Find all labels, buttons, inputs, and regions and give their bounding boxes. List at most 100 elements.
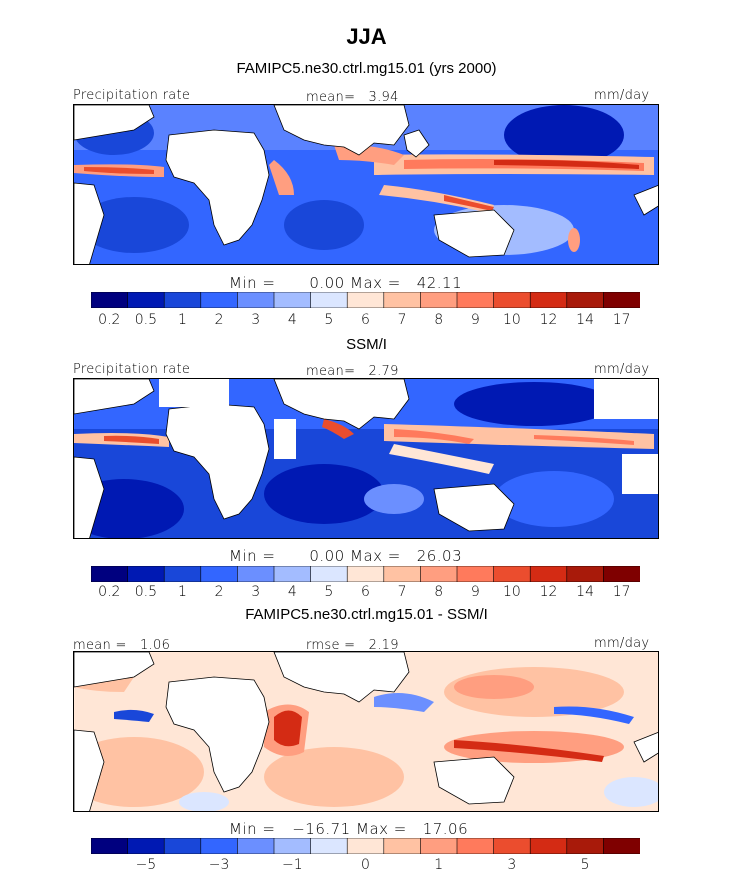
colorbar-tick-label: 12 xyxy=(539,584,558,600)
colorbar-swatch xyxy=(420,566,458,582)
colorbar-swatch xyxy=(529,566,568,582)
colorbar-tick-label: 9 xyxy=(470,312,480,328)
colorbar-tick-label: 0.2 xyxy=(98,584,121,600)
colorbar-swatch xyxy=(603,292,640,308)
colorbar-tick-label: 10 xyxy=(502,312,521,328)
panel-1-min-label: Min = xyxy=(229,274,276,292)
colorbar-swatch xyxy=(566,838,604,854)
colorbar-tick-label: 5 xyxy=(324,584,334,600)
colorbar-swatch xyxy=(529,292,568,308)
colorbar-swatch xyxy=(603,838,640,854)
colorbar-tick-label: 2 xyxy=(214,584,224,600)
panel-3-min-value: −16.71 xyxy=(292,820,351,838)
colorbar-swatch xyxy=(237,838,275,854)
colorbar-swatch xyxy=(310,566,348,582)
panel-3-units-label: mm/day xyxy=(594,636,650,651)
panel-1-min-value: 0.00 xyxy=(309,274,345,292)
colorbar-tick-label: 6 xyxy=(361,312,370,328)
colorbar-tick-label: −3 xyxy=(208,857,230,873)
colorbar-swatch xyxy=(273,566,312,582)
colorbar-swatch xyxy=(383,838,421,854)
colorbar-swatch xyxy=(91,838,129,854)
panel-3-mean-label: mean = 1.06 xyxy=(73,638,171,653)
colorbar-swatch xyxy=(493,292,531,308)
panel-2-colorbar xyxy=(91,566,640,582)
colorbar-tick-label: 1 xyxy=(178,312,187,328)
panel-3-max-value: 17.06 xyxy=(422,820,469,838)
panel-3-max-label: Max = xyxy=(356,820,407,838)
colorbar-swatch xyxy=(529,838,568,854)
colorbar-tick-label: −5 xyxy=(135,857,157,873)
colorbar-swatch xyxy=(163,838,202,854)
panel-2-min-value: 0.00 xyxy=(309,547,345,565)
colorbar-swatch xyxy=(420,292,458,308)
colorbar-tick-label: 6 xyxy=(361,584,370,600)
panel-3-min-label: Min = xyxy=(229,820,276,838)
colorbar-tick-label: 7 xyxy=(397,312,407,328)
panel-1-units-label: mm/day xyxy=(594,88,650,103)
colorbar-swatch xyxy=(273,838,312,854)
panel-2-precip-field xyxy=(74,379,658,538)
panel-1-map xyxy=(73,104,659,265)
colorbar-swatch xyxy=(493,838,531,854)
colorbar-tick-label: 17 xyxy=(612,584,631,600)
colorbar-swatch xyxy=(91,566,129,582)
colorbar-swatch xyxy=(127,292,165,308)
panel-2-title: SSM/I xyxy=(346,336,387,353)
panel-2-mean-label: mean= 2.79 xyxy=(306,364,399,379)
panel-3-title: FAMIPC5.ne30.ctrl.mg15.01 - SSM/I xyxy=(245,606,488,623)
colorbar-swatch xyxy=(310,292,348,308)
panel-3-difference-field xyxy=(74,652,658,811)
colorbar-swatch xyxy=(456,566,495,582)
colorbar-tick-label: 12 xyxy=(539,312,558,328)
colorbar-swatch xyxy=(310,838,348,854)
panel-2-colorbar-ticks: 0.2 0.5 1 2 3 4 5 6 7 8 9 10 12 14 17 xyxy=(91,584,640,602)
panel-2-max-value: 26.03 xyxy=(416,547,463,565)
colorbar-tick-label: 3 xyxy=(251,312,261,328)
colorbar-swatch xyxy=(420,838,458,854)
panel-3-colorbar xyxy=(91,838,640,854)
colorbar-swatch xyxy=(127,566,165,582)
colorbar-swatch xyxy=(127,838,165,854)
colorbar-swatch xyxy=(566,566,604,582)
colorbar-tick-label: 5 xyxy=(580,857,590,873)
colorbar-tick-label: 10 xyxy=(502,584,521,600)
colorbar-tick-label: 0 xyxy=(361,857,370,873)
colorbar-swatch xyxy=(566,292,604,308)
colorbar-tick-label: 0.5 xyxy=(134,584,158,600)
colorbar-tick-label: 2 xyxy=(214,312,224,328)
colorbar-swatch xyxy=(91,292,129,308)
figure-title: JJA xyxy=(346,24,387,49)
colorbar-tick-label: 0.5 xyxy=(134,312,158,328)
panel-1-mean-label: mean= 3.94 xyxy=(306,90,399,105)
colorbar-tick-label: 9 xyxy=(470,584,480,600)
colorbar-tick-label: 0.2 xyxy=(98,312,121,328)
colorbar-tick-label: 14 xyxy=(576,584,595,600)
colorbar-tick-label: 4 xyxy=(287,312,297,328)
colorbar-tick-label: 3 xyxy=(251,584,261,600)
colorbar-swatch xyxy=(163,292,202,308)
colorbar-swatch xyxy=(273,292,312,308)
colorbar-swatch xyxy=(493,566,531,582)
colorbar-tick-label: 14 xyxy=(576,312,595,328)
colorbar-tick-label: 1 xyxy=(178,584,187,600)
colorbar-swatch xyxy=(346,292,385,308)
panel-3-colorbar-ticks: −5 −3 −1 0 1 3 5 xyxy=(91,857,640,875)
colorbar-swatch xyxy=(383,292,421,308)
colorbar-swatch xyxy=(200,566,239,582)
panel-2-max-label: Max = xyxy=(350,547,401,565)
panel-1-max-value: 42.11 xyxy=(416,274,463,292)
colorbar-swatch xyxy=(456,838,495,854)
panel-1-precip-field xyxy=(74,105,658,264)
colorbar-swatch xyxy=(346,566,385,582)
colorbar-swatch xyxy=(456,292,495,308)
colorbar-tick-label: 3 xyxy=(507,857,517,873)
colorbar-swatch xyxy=(603,566,640,582)
panel-2-units-label: mm/day xyxy=(594,362,650,377)
panel-1-max-label: Max = xyxy=(350,274,401,292)
colorbar-swatch xyxy=(346,838,385,854)
panel-1-variable-label: Precipitation rate xyxy=(73,88,191,103)
panel-1-colorbar xyxy=(91,292,640,308)
colorbar-swatch xyxy=(383,566,421,582)
colorbar-tick-label: −1 xyxy=(281,857,303,873)
